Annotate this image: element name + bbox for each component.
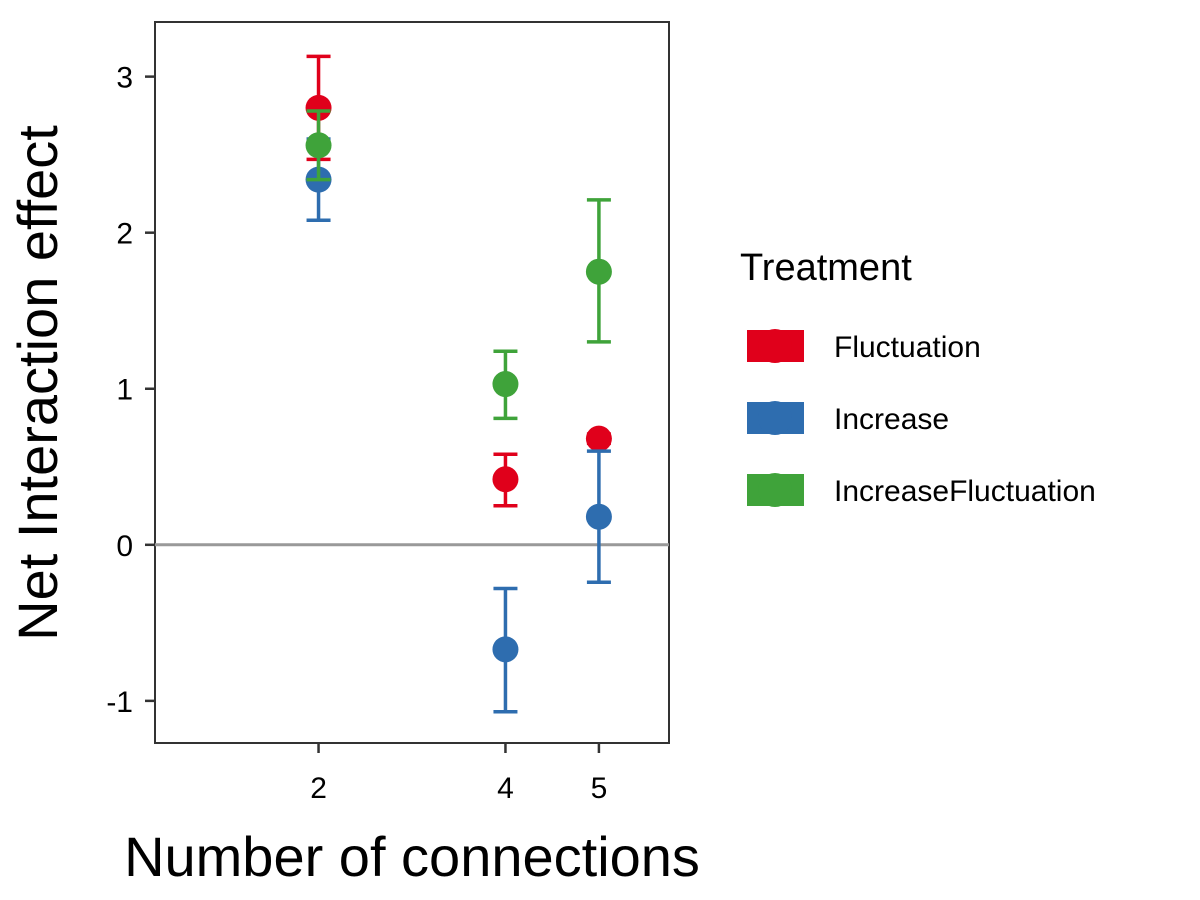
increase-point [585, 503, 612, 530]
legend-key-increase-fluctuation [747, 473, 804, 507]
legend-key-fluctuation [747, 329, 804, 363]
plot-panel [154, 21, 670, 744]
y-tick-label: -1 [106, 686, 133, 719]
y-tick-label: 0 [116, 530, 133, 563]
data-marks [305, 54, 612, 714]
legend-title: Treatment [740, 247, 912, 289]
fluctuation-point [305, 94, 332, 121]
legend-label-increase: Increase [834, 403, 949, 436]
y-tick-label: 3 [116, 62, 133, 95]
legend: Treatment Fluctuation Increase IncreaseFlu… [740, 247, 1096, 508]
x-tick-label: 5 [591, 772, 608, 805]
x-tick-label: 4 [497, 772, 514, 805]
y-tick-label: 1 [116, 374, 133, 407]
increase-fluctuation-point [492, 371, 519, 398]
x-tick-label: 2 [310, 772, 327, 805]
legend-label-increase-fluctuation: IncreaseFluctuation [834, 475, 1096, 508]
fluctuation-point [585, 425, 612, 452]
legend-label-fluctuation: Fluctuation [834, 331, 981, 364]
increase-fluctuation-point [305, 132, 332, 159]
fluctuation-point [492, 466, 519, 493]
y-axis: -1 0 1 2 3 [106, 62, 155, 719]
x-axis: 2 4 5 [310, 743, 607, 805]
x-axis-title: Number of connections [124, 825, 700, 888]
legend-key-increase [747, 401, 804, 435]
increase-point [492, 636, 519, 663]
y-tick-label: 2 [116, 218, 133, 251]
y-axis-title: Net Interaction effect [6, 125, 69, 641]
increase-fluctuation-point [585, 258, 612, 285]
